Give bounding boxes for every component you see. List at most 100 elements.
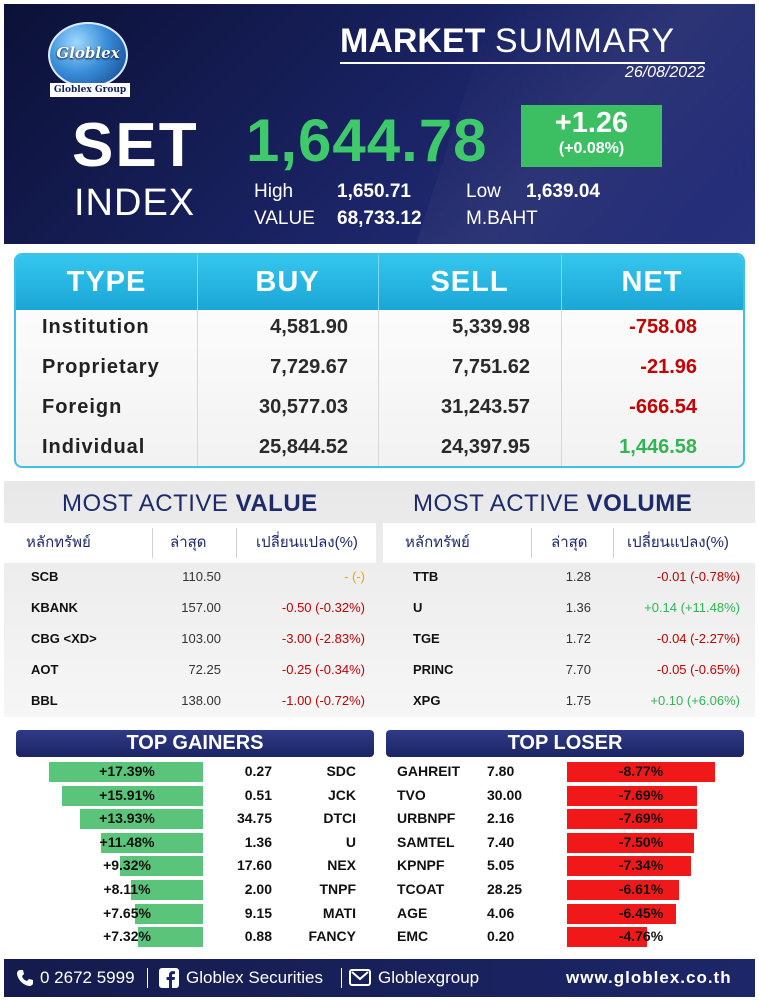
- gainer-price: 1.36: [244, 833, 272, 850]
- gainer-price: 0.88: [244, 928, 272, 945]
- investor-type: Proprietary: [42, 356, 160, 378]
- loss-bar: [567, 903, 676, 924]
- gain-bar: [135, 903, 203, 924]
- buy-value: 4,581.90: [270, 316, 348, 338]
- loser-price: 4.06: [487, 904, 515, 921]
- last-price: 110.50: [182, 569, 221, 584]
- change: -1.00 (-0.72%): [281, 693, 365, 708]
- loss-bar: [567, 809, 697, 830]
- last-price: 1.36: [565, 600, 591, 615]
- change: -3.00 (-2.83%): [281, 631, 365, 646]
- sell-value: 7,751.62: [452, 356, 530, 378]
- loss-pct: -7.34%: [618, 857, 664, 874]
- loser-symbol: TCOAT: [397, 881, 445, 897]
- phone-icon: [17, 970, 33, 986]
- last-price: 72.25: [188, 662, 221, 677]
- loss-bar: [567, 832, 694, 853]
- gainer-row: +7.65% 9.15 MATI: [0, 903, 380, 925]
- investor-type: Institution: [42, 316, 150, 338]
- sell-value: 5,339.98: [452, 316, 530, 338]
- footer-bar: 0 2672 5999 Globlex Securities Globlexgr…: [4, 959, 755, 997]
- column-divider: [152, 528, 153, 558]
- top-gainers-title: TOP GAINERS: [16, 730, 374, 757]
- table-row: Proprietary 7,729.67 7,751.62 -21.96: [16, 347, 743, 387]
- website-link[interactable]: www.globlex.co.th: [566, 968, 732, 987]
- list-item: KBANK 157.00 -0.50 (-0.32%): [31, 592, 371, 623]
- column-divider: [531, 528, 532, 558]
- net-value: -21.96: [640, 356, 697, 378]
- loser-symbol: AGE: [397, 904, 428, 921]
- change: -0.01 (-0.78%): [656, 569, 740, 584]
- title-bold: VOLUME: [586, 490, 693, 517]
- net-value: 1,446.58: [619, 436, 697, 458]
- gain-bar: [62, 785, 203, 806]
- sell-value: 31,243.57: [441, 396, 530, 418]
- table-row: Individual 25,844.52 24,397.95 1,446.58: [16, 427, 743, 466]
- change: +0.14 (+11.48%): [644, 600, 740, 615]
- net-value: -758.08: [629, 316, 697, 338]
- gain-pct: +15.91%: [99, 786, 155, 803]
- col-change: เปลี่ยนแปลง(%): [627, 534, 729, 551]
- header-type: TYPE: [66, 266, 147, 298]
- value-label: VALUE: [254, 208, 315, 229]
- gain-bar: [49, 762, 203, 782]
- column-divider: [613, 528, 614, 558]
- globe-logo-icon: [48, 22, 128, 88]
- loser-symbol: EMC: [397, 928, 429, 945]
- col-change: เปลี่ยนแปลง(%): [256, 534, 358, 551]
- investor-table: TYPE BUY SELL NET Institution 4,581.90 5…: [14, 253, 745, 468]
- gainer-symbol: MATI: [322, 904, 356, 921]
- low-label: Low: [466, 181, 501, 202]
- high-value: 1,650.71: [337, 181, 411, 202]
- gain-bar: [131, 880, 203, 900]
- loser-price: 2.16: [487, 810, 515, 827]
- set-index-value: 1,644.78: [246, 107, 488, 174]
- loser-price: 0.20: [487, 928, 515, 945]
- index-change-pct: (+0.08%): [558, 140, 625, 157]
- symbol: XPG: [413, 693, 441, 708]
- last-price: 138.00: [181, 693, 221, 708]
- gainer-symbol: SDC: [326, 763, 356, 779]
- loser-row: GAHREIT 7.80 -8.77%: [397, 761, 747, 783]
- title-rest: SUMMARY: [494, 22, 676, 60]
- phone-number[interactable]: 0 2672 5999: [40, 968, 135, 987]
- gainer-price: 9.15: [244, 904, 272, 921]
- investor-type: Foreign: [42, 396, 123, 418]
- title-bold: VALUE: [235, 490, 318, 517]
- most-active-value-title: MOST ACTIVE VALUE: [62, 490, 318, 518]
- loss-pct: -7.69%: [618, 810, 664, 827]
- gain-pct: +8.11%: [103, 881, 151, 897]
- gainer-symbol: JCK: [327, 786, 356, 803]
- most-active-volume-header: หลักทรัพย์ ล่าสุด เปลี่ยนแปลง(%): [383, 523, 755, 563]
- line-icon: [349, 969, 371, 986]
- loser-row: EMC 0.20 -4.76%: [397, 926, 747, 948]
- loser-row: AGE 4.06 -6.45%: [397, 903, 747, 925]
- gainer-price: 17.60: [236, 857, 272, 874]
- change: -0.05 (-0.65%): [656, 662, 740, 677]
- gainer-row: +17.39% 0.27 SDC: [0, 761, 380, 783]
- list-item: AOT 72.25 -0.25 (-0.34%): [31, 654, 371, 685]
- loser-symbol: TVO: [397, 786, 426, 803]
- column-divider: [561, 255, 562, 466]
- loss-pct: -4.76%: [618, 928, 664, 945]
- sell-value: 24,397.95: [441, 436, 530, 458]
- logo-subtitle: Globlex Group: [50, 83, 130, 97]
- symbol: SCB: [31, 569, 59, 584]
- last-price: 1.28: [565, 569, 591, 584]
- change: +0.10 (+6.06%): [650, 693, 740, 708]
- loss-bar: [567, 856, 691, 877]
- change: -0.25 (-0.34%): [281, 662, 365, 677]
- col-last: ล่าสุด: [551, 534, 588, 551]
- investor-type: Individual: [42, 436, 146, 458]
- index-change-badge: +1.26 (+0.08%): [521, 105, 662, 167]
- gain-bar: [101, 832, 203, 853]
- gainer-price: 34.75: [236, 810, 272, 827]
- list-item: PRINC 7.70 -0.05 (-0.65%): [413, 654, 745, 685]
- line-account[interactable]: Globlexgroup: [378, 968, 480, 987]
- list-item: BBL 138.00 -1.00 (-0.72%): [31, 685, 371, 716]
- symbol: PRINC: [413, 662, 454, 677]
- header-buy: BUY: [255, 266, 320, 298]
- facebook-page[interactable]: Globlex Securities: [186, 968, 324, 987]
- most-active-value-header: หลักทรัพย์ ล่าสุด เปลี่ยนแปลง(%): [4, 523, 376, 563]
- header-net: NET: [621, 266, 683, 298]
